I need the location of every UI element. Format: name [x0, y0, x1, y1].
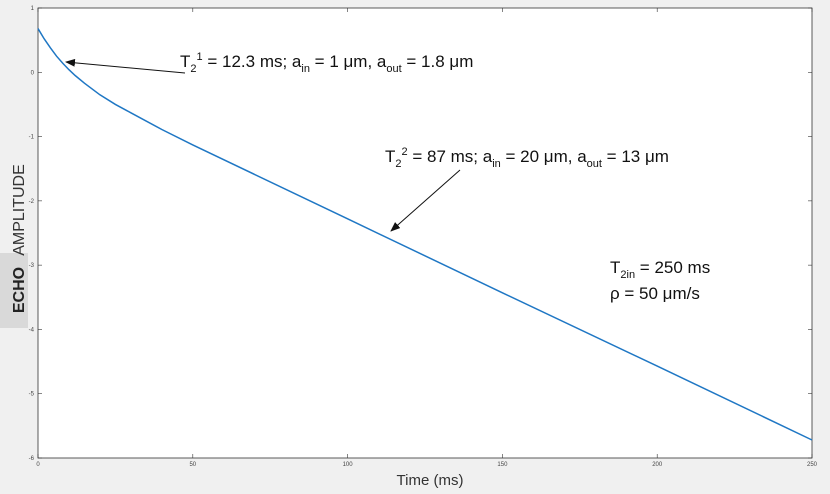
annotation: T2in = 250 ms [610, 258, 710, 281]
annotation-part: = 1 μm, a [310, 52, 387, 71]
annotation-part: out [587, 158, 602, 170]
annotation-part: = 1.8 μm [402, 52, 474, 71]
annotation-part: = 250 ms [635, 258, 710, 277]
annotation-part: in [301, 63, 310, 75]
x-axis-label: Time (ms) [397, 472, 464, 489]
annotation-part: 2 [395, 158, 401, 170]
x-tick-label: 100 [343, 462, 354, 468]
arrow [390, 169, 461, 232]
x-tick-label: 0 [36, 462, 40, 468]
x-tick-label: 200 [652, 462, 663, 468]
y-tick-label: -1 [29, 135, 35, 141]
annotation-part: T [610, 258, 620, 277]
annotation: ρ = 50 μm/s [610, 284, 700, 303]
annotation-part: 2 [190, 63, 196, 75]
y-tick-label: -3 [29, 263, 35, 269]
plot-area [37, 7, 813, 459]
annotation-part: T [180, 52, 190, 71]
y-axis-label: AMPLITUDE [11, 164, 28, 256]
label-box [0, 253, 28, 328]
annotation-part: = 87 ms; a [408, 147, 493, 166]
arrow [65, 58, 186, 74]
annotation-part: out [386, 63, 401, 75]
annotation-part: 2in [620, 269, 635, 281]
y-tick-label: -6 [29, 456, 35, 462]
annotation-part: = 20 μm, a [501, 147, 587, 166]
y-axis-label: ECHO [11, 267, 28, 313]
x-tick-label: 50 [189, 462, 196, 468]
y-tick-label: 0 [31, 70, 35, 76]
x-tick-label: 150 [497, 462, 508, 468]
data-line [37, 28, 813, 441]
annotation-part: ρ = 50 μm/s [610, 284, 700, 303]
y-tick-label: -4 [29, 327, 35, 333]
annotation-part: = 12.3 ms; a [203, 52, 302, 71]
x-tick-label: 250 [807, 462, 818, 468]
annotation-part: T [385, 147, 395, 166]
annotation: T21 = 12.3 ms; ain = 1 μm, aout = 1.8 μm [180, 51, 473, 75]
annotation-part: = 13 μm [602, 147, 669, 166]
annotation-part: 2 [402, 146, 408, 158]
annotation-part: 1 [197, 51, 203, 63]
y-tick-label: -5 [29, 392, 35, 398]
y-tick-label: -2 [29, 199, 35, 205]
annotation-part: in [492, 158, 501, 170]
annotation: T22 = 87 ms; ain = 20 μm, aout = 13 μm [385, 146, 669, 170]
y-tick-label: 1 [31, 6, 35, 12]
